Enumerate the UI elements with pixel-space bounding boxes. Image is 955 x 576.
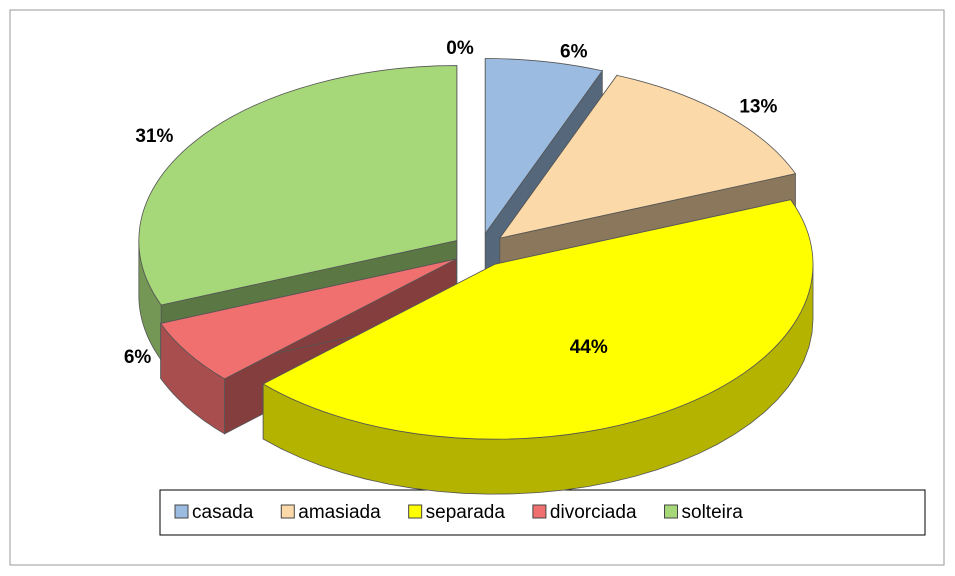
legend-label: solteira — [682, 502, 744, 523]
legend-swatch — [664, 504, 679, 519]
legend-swatch — [174, 504, 189, 519]
data-label: 6% — [560, 41, 588, 62]
legend-label: amasiada — [298, 502, 381, 523]
slice-top — [138, 65, 458, 306]
data-label: 6% — [124, 347, 152, 368]
data-label: 0% — [446, 38, 474, 59]
slice-top — [484, 58, 603, 235]
data-label: 13% — [739, 97, 777, 118]
slice-top — [498, 74, 797, 239]
legend-label: separada — [426, 502, 506, 523]
data-label: 44% — [570, 337, 608, 358]
legend-swatch — [280, 504, 295, 519]
data-label: 31% — [135, 126, 173, 147]
legend-label: divorciada — [550, 502, 637, 523]
legend-swatch — [408, 504, 423, 519]
legend-swatch — [532, 504, 547, 519]
slice-top — [262, 199, 814, 440]
legend-label: casada — [192, 502, 254, 523]
slice — [262, 199, 814, 495]
slice-top — [160, 258, 457, 380]
